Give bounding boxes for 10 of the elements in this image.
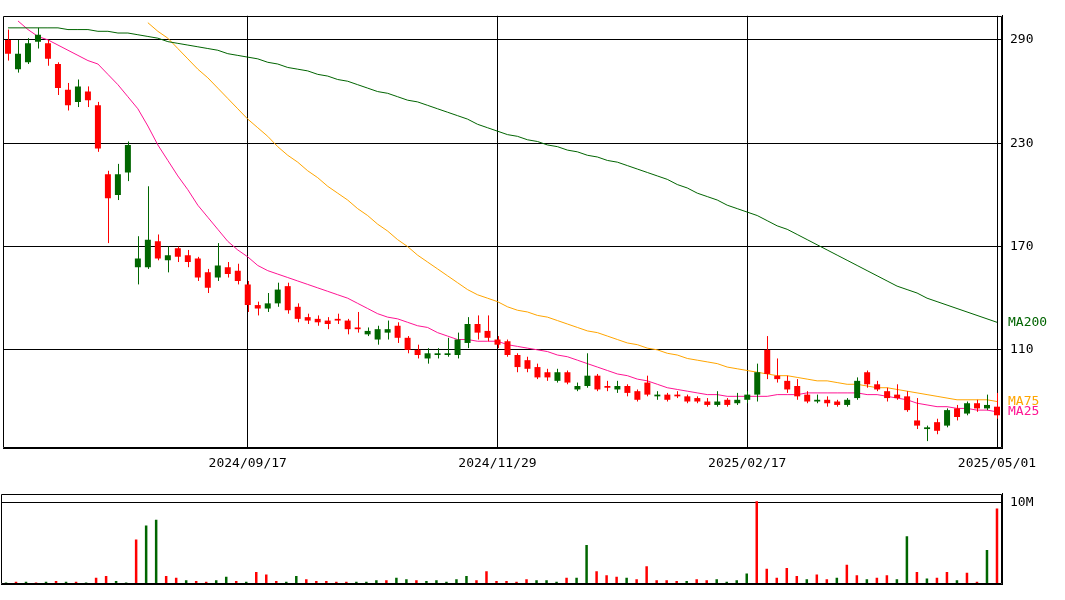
series-label: MA200 [1008, 313, 1048, 329]
x-tick-label: 2024/11/29 [458, 455, 537, 471]
y-tick-label: 170 [1010, 237, 1034, 253]
y-tick-label: 110 [1010, 341, 1034, 357]
x-tick-label: 2024/09/17 [208, 455, 287, 471]
y-tick-label: 230 [1010, 134, 1034, 150]
y-tick-label: 10M [1010, 494, 1034, 510]
x-tick-label: 2025/05/01 [957, 455, 1037, 471]
x-tick-label: 2025/02/17 [708, 455, 787, 471]
y-tick-label: 290 [1010, 31, 1034, 47]
